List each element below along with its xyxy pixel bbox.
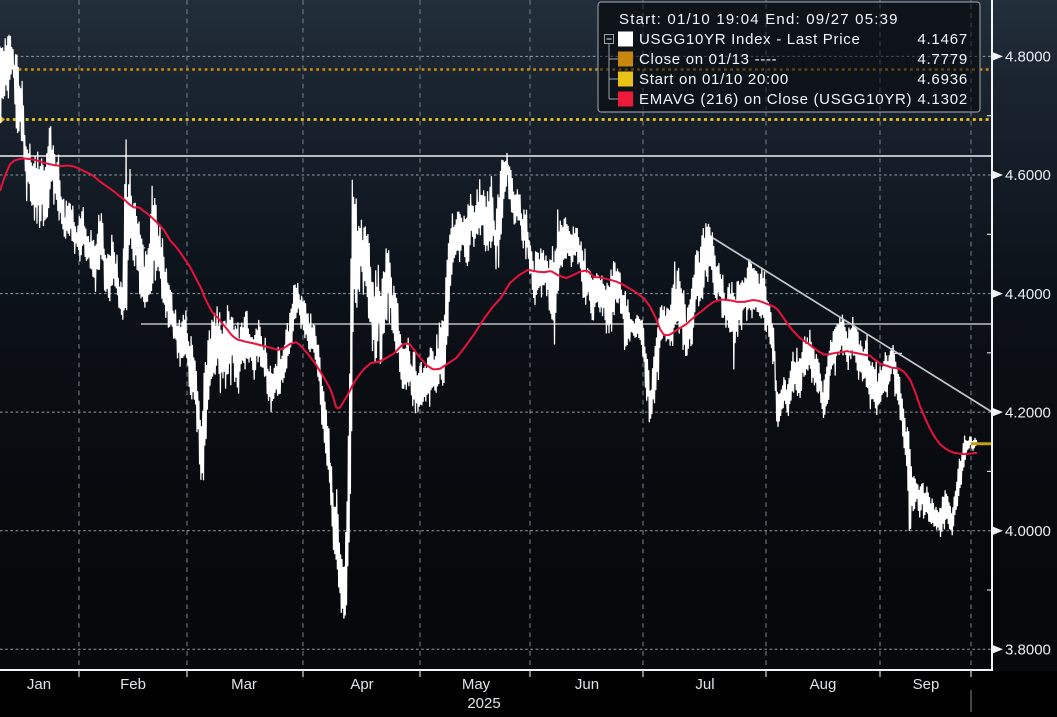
svg-text:Mar: Mar — [231, 676, 257, 693]
svg-text:4.1302: 4.1302 — [917, 91, 968, 108]
svg-text:2025: 2025 — [467, 695, 500, 712]
svg-text:USGG10YR Index - Last Price: USGG10YR Index - Last Price — [639, 31, 860, 48]
svg-text:Aug: Aug — [810, 676, 837, 693]
svg-text:EMAVG (216) on Close (USGG10Y: EMAVG (216) on Close (USGG10YR) — [639, 91, 912, 108]
svg-text:4.0000: 4.0000 — [1005, 523, 1051, 540]
svg-text:3.8000: 3.8000 — [1005, 641, 1051, 658]
svg-text:4.4000: 4.4000 — [1005, 286, 1051, 303]
svg-text:4.6936: 4.6936 — [917, 71, 968, 88]
svg-text:4.1467: 4.1467 — [917, 31, 968, 48]
svg-text:Jan: Jan — [27, 676, 51, 693]
svg-text:Close on 01/13 ----: Close on 01/13 ---- — [639, 51, 777, 68]
svg-text:4.8000: 4.8000 — [1005, 49, 1051, 66]
svg-text:Sep: Sep — [913, 676, 940, 693]
svg-text:Feb: Feb — [120, 676, 146, 693]
svg-text:4.2000: 4.2000 — [1005, 404, 1051, 421]
svg-text:Start: 01/10 19:04 End: 09/27: Start: 01/10 19:04 End: 09/27 05:39 — [619, 11, 899, 28]
svg-text:Start on 01/10 20:00: Start on 01/10 20:00 — [639, 71, 789, 88]
svg-text:Apr: Apr — [350, 676, 373, 693]
svg-text:4.6000: 4.6000 — [1005, 167, 1051, 184]
svg-text:Jun: Jun — [575, 676, 599, 693]
svg-text:May: May — [462, 676, 491, 693]
svg-text:Jul: Jul — [695, 676, 714, 693]
svg-text:4.7779: 4.7779 — [917, 51, 968, 68]
